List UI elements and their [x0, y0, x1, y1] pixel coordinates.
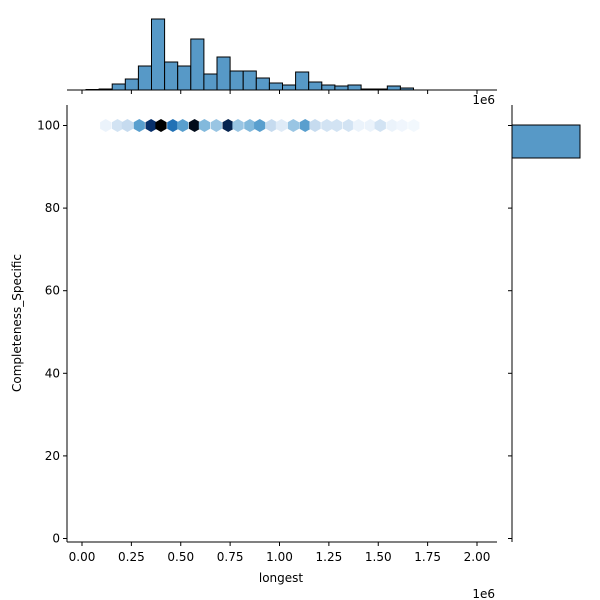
- hexbin-cell: [210, 119, 222, 132]
- histogram-bar: [203, 73, 218, 91]
- hexbin-cell: [309, 119, 321, 132]
- x-tick-label: 0.00: [69, 550, 96, 564]
- hexbin-cell: [167, 119, 179, 132]
- hexbin-cell: [408, 119, 420, 132]
- y-tick-label: 0: [52, 532, 60, 546]
- histogram-bar: [347, 84, 362, 91]
- top-marginal-ticks: [81, 90, 478, 94]
- hexbin-cell: [188, 119, 201, 132]
- histogram-bar: [229, 70, 244, 91]
- hexbin-cell: [343, 119, 355, 132]
- x-tick-label: 0.50: [167, 550, 194, 564]
- hexbin-cell: [386, 119, 398, 132]
- hexbin-cell: [133, 119, 145, 132]
- y-axis-label: Completeness_Specific: [10, 254, 24, 392]
- hexbin-cell: [352, 119, 365, 132]
- y-tick-label: 20: [45, 449, 60, 463]
- hexbin-cell: [111, 119, 124, 132]
- hexbin-cell: [177, 119, 189, 132]
- histogram-bar: [242, 70, 257, 91]
- x-tick-label: 2.00: [464, 550, 491, 564]
- y-axis-ticks: 0 20 40 60 80 100: [37, 119, 67, 546]
- y-tick-label: 100: [37, 119, 60, 133]
- hexbin-cell: [266, 119, 278, 132]
- hexbin-cell: [287, 119, 299, 132]
- hexbin-cell: [254, 119, 266, 132]
- x-tick-label: 1.50: [365, 550, 392, 564]
- x-axis-ticks: 0.00 0.25 0.50 0.75 1.00 1.25 1.50 1.75 2.00: [69, 542, 491, 564]
- histogram-bar: [255, 77, 270, 91]
- hexbin-cell: [155, 119, 167, 132]
- histogram-bar: [334, 85, 349, 91]
- hexbin-cell: [232, 119, 244, 132]
- x-offset-label: 1e6: [472, 587, 495, 600]
- histogram-bar: [295, 71, 310, 91]
- histogram-bar: [216, 56, 231, 91]
- hexbin-cell: [198, 119, 211, 132]
- hexbin-cell: [145, 119, 157, 132]
- histogram-bar: [111, 83, 126, 91]
- hexbin-cell: [331, 119, 343, 132]
- hexbin-cell: [100, 119, 112, 132]
- hexbin-cell: [299, 119, 311, 132]
- x-tick-label: 0.25: [118, 550, 145, 564]
- histogram-bar: [137, 65, 152, 91]
- hexbin-cell: [321, 119, 333, 132]
- histogram-bar: [386, 85, 401, 91]
- hexbin-cell: [222, 119, 234, 132]
- hexbin-cells: [100, 119, 420, 132]
- x-tick-label: 0.75: [217, 550, 244, 564]
- histogram-bar: [268, 82, 283, 91]
- histogram-bar: [151, 18, 166, 91]
- hexbin-cell: [121, 119, 134, 132]
- histogram-bar: [124, 78, 139, 91]
- histogram-bar: [177, 65, 192, 91]
- histogram-bar: [282, 84, 297, 91]
- histogram-bar: [321, 84, 336, 91]
- x-tick-label: 1.25: [316, 550, 343, 564]
- x-tick-label: 1.75: [414, 550, 441, 564]
- x-axis-label: longest: [259, 571, 304, 585]
- hexbin-cell: [364, 119, 376, 132]
- y-tick-label: 40: [45, 366, 60, 380]
- hexbin-cell: [244, 119, 256, 132]
- histogram-bar: [164, 61, 179, 91]
- hexbin-cell: [396, 119, 408, 132]
- x-tick-label: 1.00: [266, 550, 293, 564]
- y-tick-label: 80: [45, 201, 60, 215]
- top-marginal-histogram: [85, 18, 414, 91]
- hexbin-cell: [275, 119, 288, 132]
- histogram-bar: [308, 81, 323, 91]
- top-offset-label: 1e6: [472, 93, 495, 107]
- hexbin-cell: [374, 119, 386, 132]
- histogram-bar: [190, 38, 205, 91]
- y-tick-label: 60: [45, 284, 60, 298]
- right-marginal-ticks: [508, 125, 512, 539]
- right-marginal-bar: [511, 124, 581, 159]
